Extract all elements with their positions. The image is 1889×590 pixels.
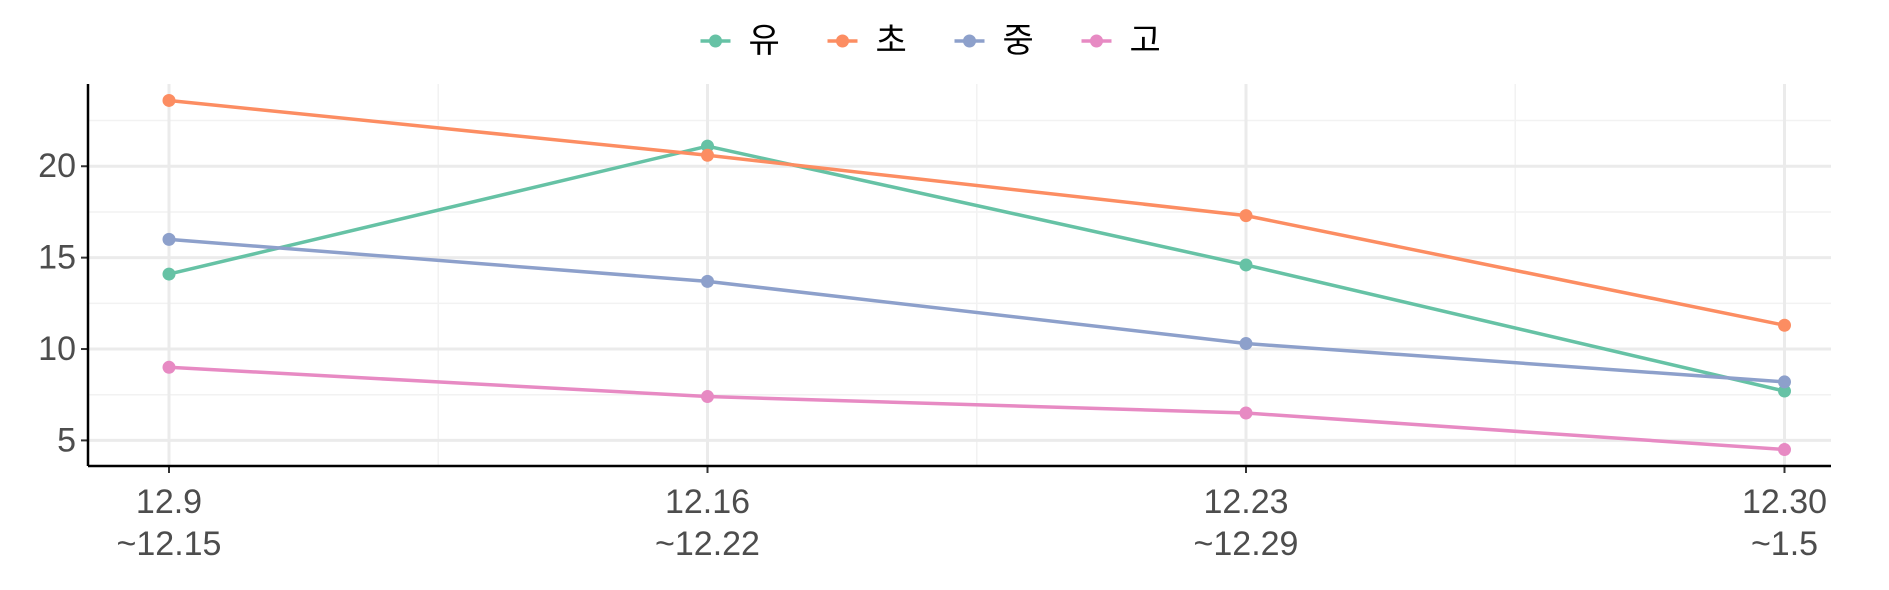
y-tick-label: 10 [38, 330, 76, 368]
data-point [1778, 375, 1791, 389]
series-line [168, 365, 1785, 452]
data-point [1778, 318, 1791, 332]
data-point [1239, 258, 1253, 272]
data-point [1239, 209, 1253, 223]
data-point [701, 274, 714, 288]
y-tick-label: 5 [57, 421, 76, 459]
legend-label: 유 [749, 22, 780, 60]
x-tick-label: 12.30 [1742, 483, 1827, 521]
data-point [162, 232, 176, 246]
data-point [1778, 384, 1791, 398]
legend-key [836, 34, 849, 48]
data-point [701, 139, 714, 153]
legend-key [709, 34, 722, 48]
x-tick-label: 12.16 [665, 483, 750, 521]
x-tick-label: ~12.22 [655, 525, 760, 563]
x-tick-label: 12.9 [136, 483, 202, 521]
data-point [701, 148, 714, 162]
y-tick-label: 15 [38, 239, 76, 277]
legend-label: 초 [876, 22, 907, 60]
data-point [1239, 337, 1253, 351]
x-tick-label: ~12.15 [117, 525, 222, 563]
series-line [168, 237, 1785, 384]
data-point [162, 360, 176, 374]
y-tick-label: 20 [38, 147, 76, 185]
data-point [162, 267, 176, 281]
legend-key [963, 34, 976, 48]
series-line [168, 98, 1785, 327]
series-line [168, 144, 1785, 393]
x-tick-label: 12.23 [1203, 483, 1288, 521]
x-tick-label: ~1.5 [1751, 525, 1818, 563]
x-tick-label: ~12.29 [1194, 525, 1299, 563]
legend-key [1090, 34, 1103, 48]
data-point [701, 390, 714, 404]
legend-label: 고 [1130, 22, 1161, 60]
legend-label: 중 [1003, 22, 1034, 60]
data-point [162, 93, 176, 107]
data-point [1778, 443, 1791, 457]
data-point [1239, 406, 1253, 420]
